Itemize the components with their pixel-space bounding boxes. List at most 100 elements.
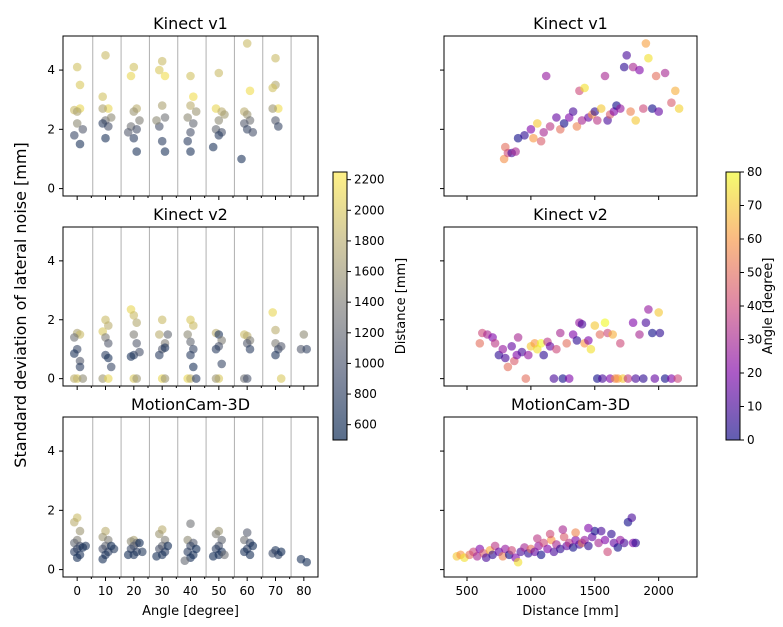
data-point <box>475 339 485 348</box>
data-point <box>70 131 79 140</box>
data-point <box>628 62 638 72</box>
data-point <box>507 342 516 351</box>
data-point <box>129 311 139 320</box>
data-point <box>584 541 593 551</box>
panel-title: MotionCam-3D <box>511 395 630 414</box>
data-point <box>545 122 555 131</box>
data-point <box>157 56 167 66</box>
xtick-label: 80 <box>296 584 311 598</box>
data-point <box>70 374 79 383</box>
data-point <box>186 337 195 347</box>
data-point <box>641 39 651 48</box>
figure-ylabel: Standard deviation of lateral noise [mm] <box>11 142 30 467</box>
data-point <box>626 107 635 116</box>
data-point <box>595 330 605 339</box>
data-point <box>572 122 582 131</box>
data-point <box>104 374 113 383</box>
xtick-label: 500 <box>456 584 479 598</box>
data-point <box>526 125 536 134</box>
data-point <box>211 374 221 383</box>
colorbar-label: Angle [degree] <box>761 258 776 355</box>
data-point <box>641 318 651 328</box>
data-point <box>245 86 255 96</box>
xtick-label: 40 <box>183 584 198 598</box>
data-point <box>186 350 195 360</box>
colorbar-tick-label: 20 <box>747 366 762 380</box>
colorbar-tick-label: 600 <box>354 418 377 432</box>
data-point <box>135 538 144 548</box>
colorbar-tick-label: 40 <box>747 299 762 313</box>
data-point <box>70 333 79 342</box>
data-point <box>183 113 192 122</box>
data-point <box>276 374 286 383</box>
data-point <box>155 350 164 360</box>
panel-1: Kinect v1 0 2 4 <box>47 14 319 200</box>
colorbar-distance: 600 800 1000 1200 1400 1600 1800 2000 2200 Distan… <box>332 171 409 441</box>
data-point <box>191 107 201 116</box>
data-point <box>214 68 224 78</box>
data-point <box>160 113 170 122</box>
colorbar-tick-label: 1000 <box>354 356 385 370</box>
data-point <box>635 330 644 339</box>
data-point <box>600 535 610 545</box>
data-point <box>155 529 164 539</box>
colorbar-tick-label: 30 <box>747 333 762 347</box>
data-point <box>586 344 596 354</box>
data-point <box>498 344 508 354</box>
data-point <box>72 107 82 116</box>
data-point <box>220 110 229 119</box>
data-point <box>513 333 523 342</box>
colorbar-frame <box>332 171 348 441</box>
data-point <box>584 336 593 345</box>
data-point <box>619 62 629 72</box>
data-point <box>639 104 648 113</box>
data-point <box>245 344 255 354</box>
data-point <box>623 374 633 383</box>
data-point <box>135 116 144 125</box>
data-point <box>600 71 610 81</box>
data-point <box>613 543 623 552</box>
data-point <box>639 374 648 383</box>
data-point <box>572 336 582 345</box>
xtick-label: 10 <box>98 584 113 598</box>
data-point <box>660 374 670 383</box>
xtick-label: 60 <box>240 584 255 598</box>
ytick-label: 2 <box>47 313 55 327</box>
data-point <box>268 308 278 317</box>
data-point <box>558 374 568 383</box>
panel-2: Kinect v1 <box>440 14 698 200</box>
data-point <box>211 529 221 539</box>
data-point <box>651 71 661 81</box>
data-point <box>211 344 221 354</box>
data-point <box>271 350 280 360</box>
data-point <box>628 318 638 328</box>
colorbar-tick-label: 10 <box>747 400 762 414</box>
axes-frame <box>443 35 698 197</box>
data-point <box>631 538 640 548</box>
data-point <box>78 125 88 134</box>
data-point <box>268 104 278 113</box>
data-point <box>183 330 192 339</box>
data-point <box>671 86 680 96</box>
data-point <box>129 330 139 339</box>
data-point <box>129 107 139 116</box>
ytick-label: 4 <box>47 254 55 268</box>
xtick-label: 20 <box>126 584 141 598</box>
data-point <box>129 62 139 72</box>
data-point <box>501 353 510 363</box>
data-point <box>104 353 113 363</box>
data-point <box>245 550 255 560</box>
data-point <box>524 350 533 360</box>
ytick-label: 2 <box>47 503 55 517</box>
data-point <box>242 374 252 383</box>
data-point <box>513 133 523 143</box>
data-point <box>157 136 167 146</box>
data-point <box>180 556 190 565</box>
data-point <box>189 321 198 330</box>
data-point <box>191 544 201 554</box>
data-point <box>673 374 683 383</box>
ytick-label: 0 <box>47 182 55 196</box>
data-point <box>276 342 286 351</box>
data-point <box>622 51 631 60</box>
data-point <box>654 308 663 317</box>
